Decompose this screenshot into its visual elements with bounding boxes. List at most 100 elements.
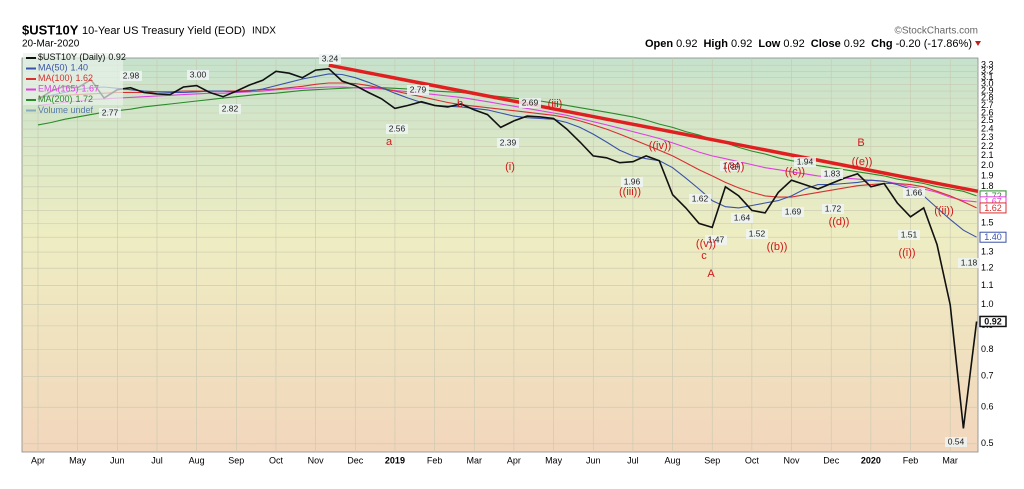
last-value-box — [979, 202, 1007, 214]
y-tick-label: 1.5 — [981, 218, 994, 228]
x-tick-label: Sep — [704, 455, 720, 465]
x-tick-label: Jun — [586, 455, 601, 465]
legend-name: MA(100) — [38, 73, 73, 83]
price-label: 2.98 — [123, 70, 140, 80]
wave-label: ((b)) — [767, 241, 788, 253]
wave-label: A — [707, 268, 715, 280]
price-label-bg — [497, 138, 519, 148]
trendline — [328, 63, 979, 194]
x-tick-label: Mar — [942, 455, 958, 465]
series-line — [37, 67, 978, 429]
y-tick-label: 2.8 — [981, 93, 994, 103]
y-tick-label: 2.7 — [981, 100, 994, 110]
y-tick-label: 3.3 — [981, 60, 994, 70]
x-tick-label: Nov — [308, 455, 325, 465]
quote-value: 0.92 — [844, 38, 865, 50]
quote-value: 0.92 — [676, 38, 697, 50]
wave-label: ((iv)) — [649, 140, 672, 152]
y-tick-label: 2.4 — [981, 123, 994, 133]
y-tick-label: 2.9 — [981, 85, 994, 95]
price-label: 2.69 — [522, 97, 539, 107]
wave-label: b — [457, 98, 463, 110]
y-tick-label: 3.2 — [981, 66, 994, 76]
x-tick-label: Feb — [427, 455, 443, 465]
instrument-name: 10-Year US Treasury Yield (EOD) — [82, 25, 245, 37]
legend-name: MA(50) — [38, 63, 68, 73]
x-tick-label: Feb — [903, 455, 919, 465]
y-tick-label: 0.8 — [981, 344, 994, 354]
price-label-bg — [187, 70, 209, 80]
quote-label: Low — [758, 38, 780, 50]
quote-line: Open 0.92 High 0.92 Low 0.92 Close 0.92 Chg -0.20… — [645, 38, 972, 50]
y-tick-label: 0.7 — [981, 371, 994, 381]
legend-value: 0.92 — [108, 52, 126, 62]
price-label-bg — [319, 54, 341, 64]
y-tick-label: 3.1 — [981, 72, 994, 82]
wave-label: (i) — [505, 161, 515, 173]
price-label: 2.77 — [102, 107, 119, 117]
y-tick-label: 2.6 — [981, 107, 994, 117]
y-tick-label: 2.1 — [981, 150, 994, 160]
legend-entry: EMA(165) 1.67 — [38, 84, 99, 94]
legend-value: 1.40 — [71, 63, 89, 73]
series-line — [37, 86, 977, 203]
wave-label: ((iii)) — [619, 186, 641, 198]
legend-value: 1.67 — [82, 84, 100, 94]
wave-label: (iii) — [548, 98, 563, 110]
y-tick-label: 1.0 — [981, 299, 994, 309]
price-label-bg — [219, 104, 241, 114]
wave-label: B — [857, 137, 864, 149]
x-tick-label: Jul — [151, 455, 163, 465]
price-label-bg — [945, 437, 967, 447]
price-label-bg — [386, 124, 408, 134]
price-label: 3.00 — [190, 69, 207, 79]
legend-bg — [23, 95, 123, 106]
legend-entry: MA(50) 1.40 — [38, 63, 88, 73]
legend-bg — [23, 84, 123, 95]
price-label-bg — [519, 98, 541, 108]
price-label-bg — [705, 235, 727, 245]
x-tick-label: Mar — [467, 455, 483, 465]
price-label-bg — [407, 85, 429, 95]
price-label: 3.24 — [322, 53, 339, 63]
wave-label: a — [386, 136, 393, 148]
quote-value: 0.92 — [783, 38, 804, 50]
price-label: 1.47 — [708, 234, 725, 244]
price-label: 1.96 — [624, 176, 641, 186]
series-line — [37, 87, 977, 197]
x-tick-label: Oct — [269, 455, 284, 465]
y-tick-label: 0.6 — [981, 402, 994, 412]
x-tick-label: Aug — [665, 455, 681, 465]
y-tick-label: 2.2 — [981, 141, 994, 151]
x-tick-label: Nov — [784, 455, 801, 465]
price-label-bg — [958, 258, 980, 268]
y-tick-label: 1.8 — [981, 181, 994, 191]
legend-entry: $UST10Y (Daily) 0.92 — [38, 52, 126, 62]
price-label: 1.72 — [825, 203, 842, 213]
x-tick-label: Jul — [627, 455, 639, 465]
wave-label: ((i)) — [898, 247, 915, 259]
price-label: 1.84 — [723, 160, 740, 170]
price-label-bg — [903, 188, 925, 198]
x-tick-label: Apr — [31, 455, 45, 465]
series-line — [37, 82, 977, 209]
y-tick-label: 1.2 — [981, 263, 994, 273]
wave-label: ((a)) — [724, 161, 745, 173]
symbol: $UST10Y — [22, 22, 79, 37]
y-tick-label: 1.3 — [981, 246, 994, 256]
exchange: INDX — [252, 26, 276, 37]
last-value-label: 1.62 — [984, 203, 1002, 213]
wave-label: ((ii)) — [934, 205, 954, 217]
price-label-bg — [782, 207, 804, 217]
legend-name: $UST10Y (Daily) — [38, 52, 105, 62]
quote-label: Open — [645, 38, 673, 50]
last-value-box — [979, 231, 1007, 243]
x-tick-label: Oct — [745, 455, 760, 465]
y-tick-label: 1.1 — [981, 280, 994, 290]
y-tick-label: 3.0 — [981, 79, 994, 89]
price-label: 0.54 — [948, 436, 965, 446]
legend-value: 1.62 — [76, 73, 94, 83]
down-triangle — [975, 41, 981, 46]
y-tick-label: 2.0 — [981, 160, 994, 170]
